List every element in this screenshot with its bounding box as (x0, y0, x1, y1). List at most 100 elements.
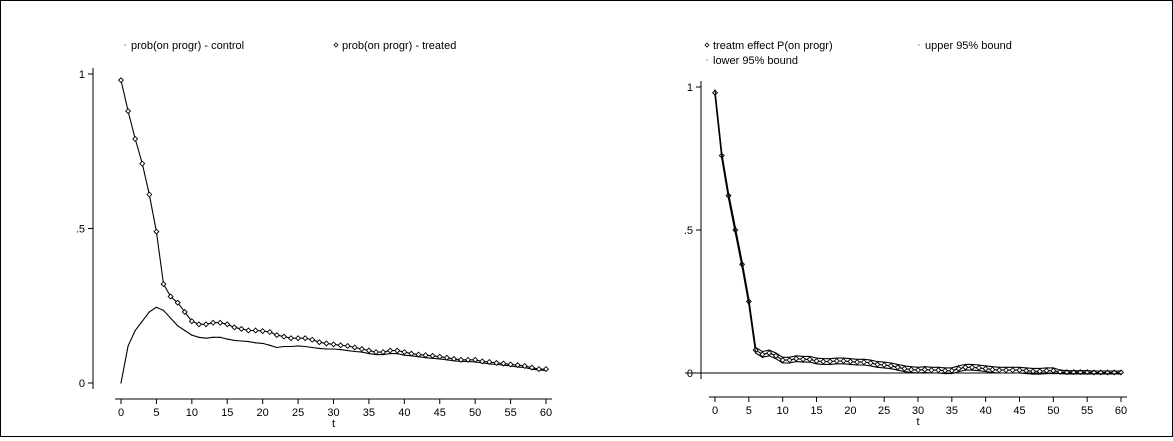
data-point (971, 363, 973, 366)
data-point (924, 371, 926, 374)
x-tick-label: 50 (469, 407, 481, 419)
data-point-diamond (132, 135, 139, 142)
x-tick-label: 60 (540, 407, 552, 419)
x-tick-label: 45 (1013, 405, 1025, 417)
data-point (389, 353, 391, 355)
data-point-diamond (160, 281, 167, 288)
x-tick-label: 30 (327, 407, 339, 419)
data-point (1005, 372, 1007, 374)
data-point (958, 365, 960, 367)
x-tick-label: 10 (777, 405, 789, 417)
x-tick-label: 40 (980, 405, 992, 417)
data-point (822, 358, 824, 360)
data-point (741, 266, 743, 268)
data-point-diamond (894, 364, 901, 371)
data-point (198, 336, 200, 338)
data-point-diamond (1043, 367, 1050, 374)
legend-marker-diamond (704, 42, 710, 48)
x-tick-label: 10 (186, 407, 198, 419)
data-point (795, 360, 797, 363)
data-point (269, 344, 271, 346)
data-point (815, 363, 818, 365)
data-point (212, 336, 214, 338)
x-tick-label: 5 (153, 407, 159, 419)
data-point (985, 365, 987, 367)
data-point (141, 320, 143, 322)
x-tick-label: 20 (257, 407, 269, 419)
data-point (297, 345, 299, 347)
data-point (1012, 366, 1014, 368)
data-point (339, 349, 342, 351)
data-point-diamond (955, 365, 962, 372)
data-point (254, 342, 257, 344)
data-point (1079, 373, 1081, 375)
data-point (1032, 367, 1034, 370)
data-point (361, 351, 363, 353)
data-point (714, 94, 716, 97)
data-point-diamond (365, 347, 372, 354)
data-point (290, 345, 292, 348)
data-point-diamond (507, 361, 514, 368)
data-point-diamond (881, 361, 888, 369)
data-point (311, 346, 313, 349)
data-point (276, 346, 278, 349)
x-tick-label: 30 (912, 405, 924, 417)
data-point-diamond (942, 367, 949, 374)
data-point (368, 353, 370, 355)
data-point (1025, 367, 1027, 369)
data-point (325, 348, 328, 350)
x-tick-label: 50 (1047, 405, 1059, 417)
data-point (883, 361, 885, 363)
series-line-2 (120, 80, 546, 370)
data-point (897, 363, 899, 366)
data-point (849, 358, 851, 360)
data-point-diamond (479, 358, 486, 365)
data-point (937, 372, 939, 374)
data-point-diamond (486, 358, 493, 366)
data-point (1052, 372, 1054, 375)
legend-marker-dot (706, 59, 708, 61)
data-point-diamond (1023, 367, 1030, 374)
data-point (169, 317, 172, 319)
data-point (951, 367, 953, 369)
x-tick-label: 25 (292, 407, 304, 419)
data-point (1066, 370, 1068, 372)
data-point-diamond (252, 327, 259, 334)
data-point-diamond (820, 358, 827, 365)
data-point (937, 366, 939, 368)
legend-label: upper 95% bound (925, 40, 1012, 52)
data-point-diamond (429, 352, 436, 359)
data-point (1086, 370, 1088, 372)
data-point-diamond (387, 347, 394, 354)
data-point (849, 363, 851, 366)
data-point (809, 355, 811, 358)
data-point (721, 157, 723, 160)
legend-label: prob(on progr) - treated (342, 40, 456, 52)
data-point-diamond (1057, 368, 1064, 375)
data-point-diamond (908, 366, 915, 373)
data-point (1100, 370, 1102, 372)
data-point-diamond (854, 359, 861, 366)
data-point (219, 336, 221, 338)
data-point-diamond (380, 349, 387, 356)
data-point (1066, 373, 1068, 375)
data-point (1120, 373, 1122, 375)
data-point-diamond (962, 364, 969, 371)
legend-label: lower 95% bound (713, 55, 798, 67)
data-point (998, 372, 1000, 374)
data-point-diamond (408, 350, 415, 357)
data-point (802, 355, 804, 358)
data-point-diamond (799, 356, 807, 363)
data-point (903, 365, 906, 367)
chart-panel-1 (88, 42, 552, 404)
data-point (991, 371, 994, 374)
legend-label: treatm effect P(on progr) (713, 40, 833, 52)
data-point-diamond (394, 347, 401, 354)
data-point (1025, 372, 1027, 375)
data-point-diamond (153, 228, 160, 235)
data-point (1079, 370, 1081, 372)
data-point (782, 356, 784, 358)
data-point (755, 352, 757, 354)
data-point (1106, 373, 1109, 375)
